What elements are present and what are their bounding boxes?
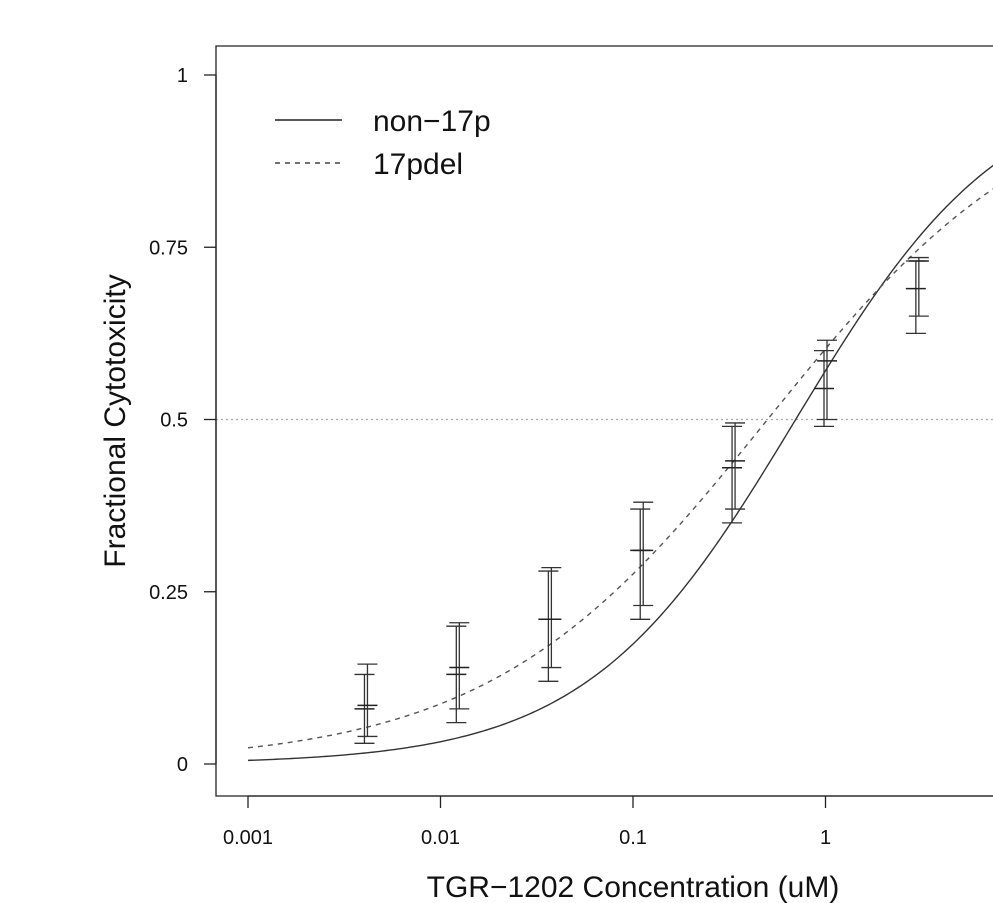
error-bar-non-17p [538, 570, 559, 682]
error-bar-17pdel [908, 256, 929, 317]
error-bar-non-17p [446, 625, 467, 724]
x-tick-label: 1 [820, 827, 831, 849]
x-axis: 0.001 0.01 0.1 1 [223, 795, 993, 849]
y-axis-title: Fractional Cytotoxicity [99, 274, 132, 567]
y-tick-label: 0.5 [160, 410, 188, 432]
x-tick-label: 0.001 [223, 827, 273, 849]
y-tick-label: 0 [177, 754, 188, 776]
legend-label-17pdel: 17pdel [373, 148, 463, 181]
y-tick-label: 1 [177, 65, 188, 87]
error-bar-17pdel [633, 501, 654, 607]
legend: non−17p 17pdel [275, 105, 491, 181]
error-bar-non-17p [814, 349, 834, 428]
x-tick-label: 0.01 [421, 827, 460, 849]
error-bar-17pdel [541, 566, 562, 669]
x-tick-label: 0.1 [619, 827, 647, 849]
y-axis: 0 0.25 0.5 0.75 1 [149, 65, 217, 776]
error-bar-non-17p [722, 425, 743, 524]
curve-17pdel [247, 188, 993, 749]
error-bar-17pdel [725, 422, 746, 510]
plot-frame [215, 45, 993, 797]
error-bar-non-17p [905, 260, 926, 335]
legend-label-non-17p: non−17p [373, 105, 491, 138]
error-bar-17pdel [357, 663, 378, 738]
y-tick-label: 0.25 [149, 582, 188, 604]
fitted-curves [247, 164, 993, 762]
error-bars [354, 256, 929, 744]
error-bar-non-17p [630, 508, 651, 620]
y-tick-label: 0.75 [149, 237, 188, 259]
error-bar-non-17p [354, 673, 375, 744]
curve-non-17p [247, 164, 993, 762]
error-bar-17pdel [817, 339, 837, 421]
error-bar-17pdel [449, 622, 470, 710]
x-axis-title: TGR−1202 Concentration (uM) [427, 871, 840, 903]
